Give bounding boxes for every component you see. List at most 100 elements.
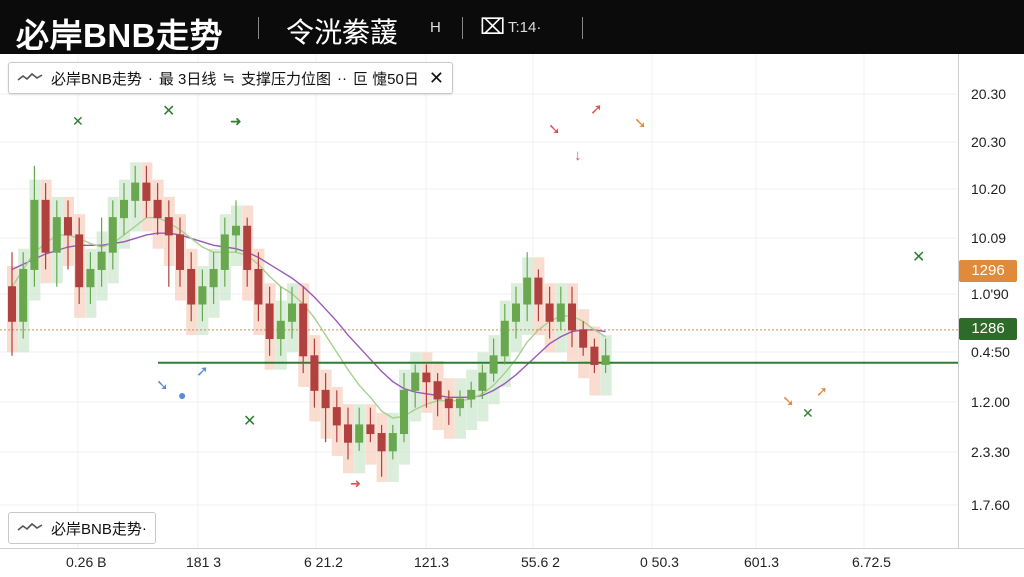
candle-body (388, 433, 397, 452)
candle-body (254, 268, 263, 305)
candle-body (8, 286, 16, 322)
candle-body (86, 268, 95, 288)
legend-separator: ·· (336, 69, 347, 87)
signal-marker-icon: ✕ (912, 249, 925, 266)
app-title: 必岸BNB走势 (16, 17, 223, 54)
signal-marker-icon: ➚ (196, 363, 209, 380)
signal-marker-icon: ✕ (162, 103, 175, 120)
candle-body (265, 303, 274, 340)
signal-marker-icon: ✕ (72, 113, 84, 129)
divider (462, 17, 463, 39)
candle-body (120, 199, 128, 219)
candle-body (601, 355, 610, 365)
close-icon[interactable]: ✕ (428, 67, 444, 88)
divider (582, 17, 583, 39)
y-tick-label: 1.7.60 (971, 497, 1010, 513)
candle-body (164, 217, 173, 236)
candle-body (568, 303, 576, 331)
candle-body (131, 182, 140, 201)
signal-marker-icon: ➘ (782, 393, 795, 410)
candle-body (108, 217, 117, 253)
legend-indicator[interactable]: 支撑压力位图 (240, 70, 331, 88)
candle-body (321, 389, 330, 409)
candle-body (422, 372, 431, 383)
support-resistance-levels (0, 329, 958, 364)
candle-body (467, 389, 476, 400)
legend-period[interactable]: 50日 (387, 70, 419, 88)
legend-interval[interactable]: 最 3日线 (158, 70, 217, 88)
candle-body (590, 346, 599, 365)
signal-marker-icon: ➜ (230, 113, 242, 129)
legend-arrow: ≒ (222, 70, 235, 87)
candle-body (366, 424, 375, 435)
chart-legend[interactable]: 必岸BNB走势 · 最 3日线 ≒ 支撑压力位图 ·· 叵 懥 50日 ✕ (8, 62, 453, 94)
candle-body (523, 277, 532, 305)
candle-body (377, 433, 386, 452)
signal-marker-icon: ➚ (590, 101, 603, 118)
support-price-tag: 1286 (959, 318, 1017, 340)
candle-body (198, 286, 207, 305)
screenshot-icon[interactable]: ⌧ (480, 14, 506, 39)
legend-symbol: 必岸BNB走势 (51, 520, 142, 538)
signal-marker-icon: ✕ (243, 413, 256, 430)
top-menu-item[interactable]: 令洸絭蘐 (286, 17, 399, 48)
candle-body (64, 217, 72, 236)
price-chart[interactable]: ✕ ✕ ➜ ➘ ➚ ↓ ➘ ✕ ➘ ➚ ● ✕ ➜ ➘ ➚ ✕ (0, 54, 958, 548)
chart-legend-bottom[interactable]: 必岸BNB走势 · (8, 512, 156, 544)
grid-lines (0, 54, 958, 548)
time-axis[interactable]: 0.26 B 181 3 6 21.2 121.3 55.6 2 0 50.3 … (0, 548, 1024, 577)
candle-body (276, 320, 285, 340)
candlesticks (8, 165, 610, 477)
candle-body (579, 329, 588, 348)
symbol-icon (17, 522, 43, 531)
candle-body (400, 389, 408, 435)
x-tick-label: 0.26 B (66, 554, 107, 570)
legend-symbol: 必岸BNB走势 (51, 70, 142, 88)
top-menu-suffix: H (430, 19, 441, 36)
candle-body (478, 372, 487, 391)
x-tick-label: 601.3 (744, 554, 780, 570)
x-tick-label: 181 3 (186, 554, 222, 570)
x-tick-label: 55.6 2 (521, 554, 560, 570)
candle-body (310, 355, 319, 391)
candle-body (30, 199, 39, 270)
y-tick-label: 0.4:50 (971, 344, 1010, 360)
signal-marker-icon: ↓ (574, 147, 582, 164)
candle-body (332, 407, 341, 426)
signal-marker-icon: ➘ (156, 377, 169, 394)
price-axis[interactable]: 20.30 20.30 10.20 10.09 1296 1.0'90 1286… (958, 54, 1024, 548)
signal-marker-icon: ● (178, 387, 186, 403)
x-tick-label: 0 50.3 (640, 554, 679, 570)
candle-body (444, 398, 453, 409)
candle-body (556, 303, 565, 322)
resistance-price-tag: 1296 (959, 260, 1017, 282)
candle-body (153, 199, 162, 219)
x-tick-label: 6 21.2 (304, 554, 343, 570)
y-tick-label: 20.30 (971, 134, 1007, 150)
x-tick-label: 121.3 (414, 554, 450, 570)
legend-separator: · (147, 69, 153, 87)
legend-extra: 叵 懥 (352, 70, 388, 88)
candle-body (534, 277, 543, 305)
y-tick-label: 1.2.00 (971, 394, 1010, 410)
y-tick-label: 20.30 (971, 86, 1007, 102)
candle-body (489, 355, 498, 374)
divider (258, 17, 259, 39)
candle-body (545, 303, 554, 322)
y-tick-label: 10.20 (971, 181, 1007, 197)
signal-marker-icon: ➚ (816, 383, 828, 399)
candle-body (142, 182, 151, 201)
candle-body (243, 225, 252, 270)
candle-body (299, 303, 308, 357)
signal-marker-icon: ➘ (548, 121, 561, 138)
symbol-icon (17, 72, 43, 81)
x-tick-label: 6.72.5 (852, 554, 891, 570)
candle-body (19, 268, 28, 322)
candle-body (97, 251, 106, 270)
candle-body (344, 424, 352, 443)
candle-body (355, 424, 364, 443)
candle-body (232, 225, 240, 236)
time-label: T:14· (508, 19, 542, 36)
candle-body (512, 303, 520, 322)
signal-marker-icon: ✕ (802, 405, 814, 421)
